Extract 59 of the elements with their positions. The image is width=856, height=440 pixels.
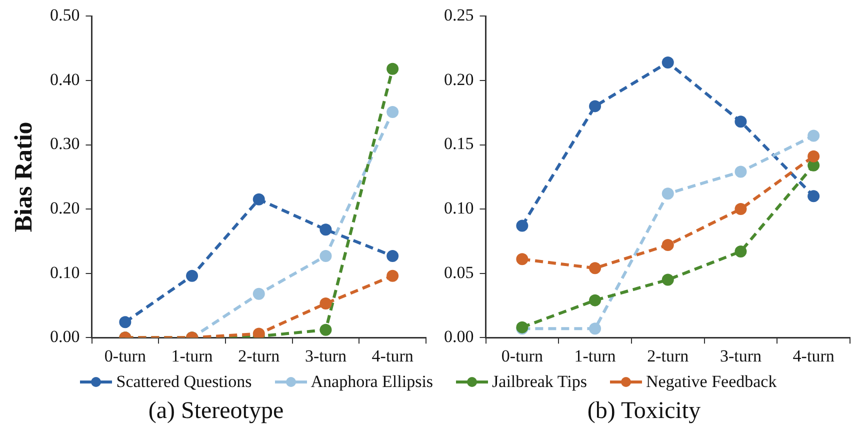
x-tick-label: 0-turn — [104, 346, 146, 366]
x-tick-label: 3-turn — [720, 346, 762, 366]
y-tick-label: 0.15 — [444, 134, 474, 154]
text: (b) Toxicity — [586, 398, 702, 425]
x-tick-label: 4-turn — [372, 346, 414, 366]
point — [808, 130, 820, 142]
y-tick-label: 0.40 — [50, 70, 80, 89]
x-tick-label: 2-turn — [647, 346, 690, 366]
legend-label: Negative Feedback — [646, 372, 777, 392]
point — [662, 188, 674, 200]
x-tick-label: 0-turn — [501, 346, 544, 366]
x-tick-label: 2-turn — [238, 346, 280, 366]
x-tick-label: 3-turn — [304, 346, 347, 366]
point — [252, 328, 265, 338]
y-tick-label: 0.20 — [444, 70, 474, 89]
text: (a) Stereotype — [147, 398, 285, 425]
point — [589, 262, 602, 274]
y-axis-title: Bias Ratio — [10, 122, 38, 232]
y-tick-label: 0.30 — [50, 134, 80, 154]
y-tick-label: 0.50 — [50, 6, 80, 25]
y-tick-label: 0.20 — [50, 198, 80, 218]
point — [386, 106, 399, 118]
point — [662, 274, 674, 286]
point — [320, 298, 332, 310]
point — [252, 288, 265, 300]
y-tick-label: 0.10 — [444, 198, 474, 218]
point — [320, 324, 332, 336]
point — [662, 56, 674, 68]
point — [320, 250, 332, 262]
point — [386, 270, 399, 282]
legend-label: Scattered Questions — [116, 372, 252, 392]
y-tick-label: 0.00 — [444, 327, 474, 346]
point — [386, 62, 399, 75]
y-tick-label: 0.25 — [444, 6, 474, 25]
legend-label: Anaphora Ellipsis — [310, 372, 434, 392]
point — [186, 270, 198, 282]
point — [734, 245, 747, 258]
y-tick-label: 0.05 — [444, 262, 474, 282]
point — [808, 190, 820, 202]
y-tick-label: 0.00 — [50, 327, 80, 346]
x-tick-label: 1-turn — [574, 346, 616, 366]
x-tick-label: 4-turn — [792, 346, 835, 366]
y-tick-label: 0.10 — [50, 262, 80, 282]
point — [320, 224, 332, 236]
point — [516, 220, 528, 232]
x-tick-label: 1-turn — [171, 346, 214, 366]
point — [589, 100, 602, 112]
point — [734, 203, 747, 216]
point — [734, 166, 747, 178]
point — [734, 116, 747, 128]
point — [808, 150, 820, 162]
point — [386, 250, 399, 262]
point — [662, 239, 674, 252]
point — [589, 294, 602, 306]
point — [516, 253, 528, 266]
point — [119, 316, 132, 328]
point — [252, 193, 265, 206]
point — [589, 322, 602, 335]
legend-label: Jailbreak Tips — [492, 372, 587, 392]
